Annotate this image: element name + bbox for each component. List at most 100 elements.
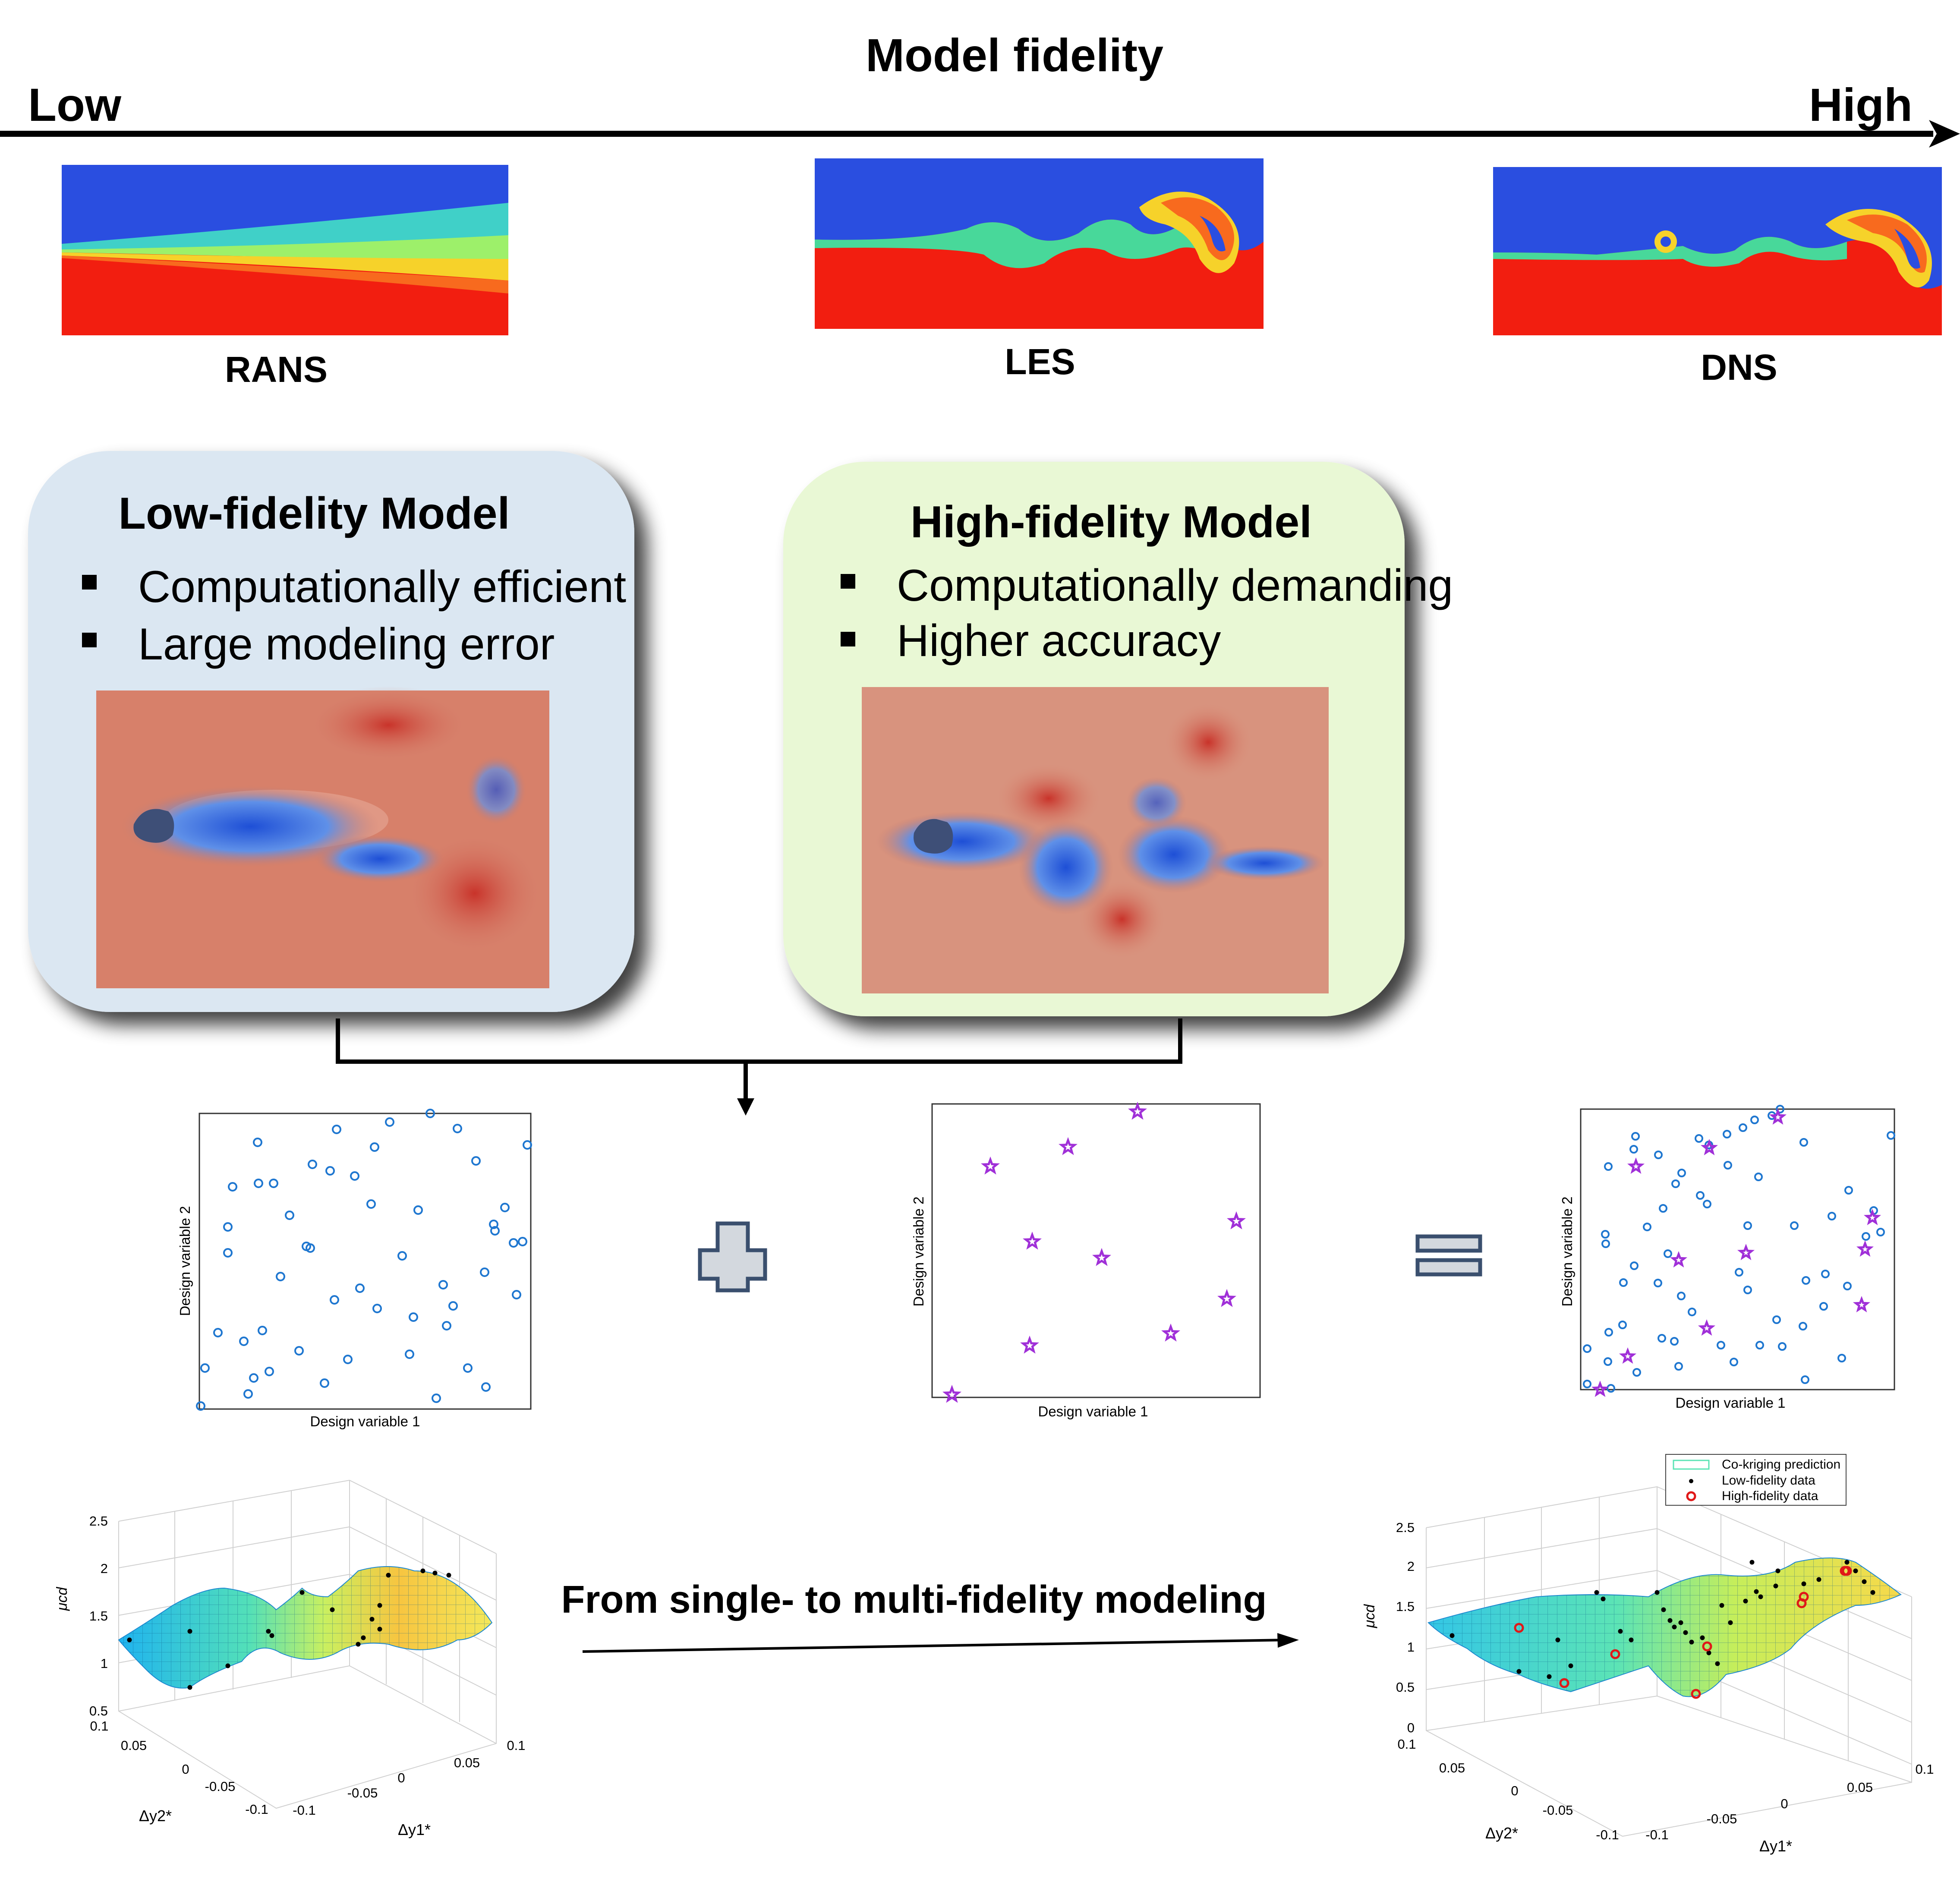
merge-connector [336,1018,1182,1116]
circle-marker [355,1283,365,1293]
circle-marker [1657,1334,1666,1343]
circle-marker [1743,1221,1752,1230]
circle-marker [1862,1232,1870,1241]
circle-marker [1778,1342,1787,1351]
data-point [225,1663,230,1668]
star-marker [1217,1289,1236,1307]
data-point [1862,1579,1867,1584]
circle-marker [425,1109,435,1118]
surface2-xlabel: Δy1* [1759,1837,1792,1855]
circle-marker [413,1205,423,1215]
circle-marker [1799,1138,1808,1147]
star-marker [1737,1243,1755,1261]
circle-marker [1677,1292,1686,1300]
circle-marker [1607,1384,1615,1393]
x-tick-label: 0.1 [507,1738,525,1753]
circle-marker [1724,1161,1732,1170]
data-point [1618,1629,1623,1634]
z-tick-label: 2 [101,1561,108,1576]
star-marker [1863,1208,1881,1226]
data-point [1678,1620,1683,1625]
data-point [356,1642,361,1647]
circle-marker [1754,1173,1763,1181]
dns-field-image [1493,167,1942,335]
x-tick-label: 0 [1780,1796,1788,1811]
data-point [1661,1607,1666,1612]
star-marker [1020,1335,1039,1354]
circle-marker [500,1203,510,1212]
circle-marker [1843,1282,1852,1290]
data-point [1700,1635,1705,1640]
data-point [1654,1590,1660,1595]
circle-marker [200,1363,210,1373]
circle-marker [1629,1145,1638,1154]
scatter2-ylabel: Design variable 2 [911,1197,926,1307]
circle-marker [1821,1270,1830,1278]
scatter-plot-high-fidelity: Design variable 1 Design variable 2 [911,1101,1261,1419]
circle-marker [438,1280,448,1290]
x-tick-label: 0.1 [1915,1762,1934,1777]
circle-marker [350,1171,359,1181]
circle-marker [325,1166,335,1176]
data-point [1450,1633,1455,1638]
star-marker [1619,1347,1637,1364]
data-point [187,1629,192,1634]
y-tick-label: 0 [182,1762,189,1777]
data-point [1773,1583,1778,1589]
data-point [127,1637,132,1643]
star-marker [981,1156,1000,1175]
x-tick-label: 0.05 [1847,1780,1873,1795]
scatter1-ylabel: Design variable 2 [177,1206,193,1316]
fidelity-axis-arrowhead [1929,120,1960,148]
data-point [386,1573,391,1578]
circle-marker [1887,1131,1895,1140]
high-fidelity-flow-image [862,687,1329,993]
circle-marker [523,1140,532,1150]
surface2-zlabel: μcd [1361,1604,1378,1629]
y-tick-label: -0.1 [1596,1827,1619,1842]
data-point [432,1570,438,1576]
circle-marker [239,1337,249,1346]
y-tick-label: 0 [1511,1783,1518,1798]
circle-marker [332,1125,341,1134]
circle-marker [1677,1169,1686,1177]
scatter3-xlabel: Design variable 1 [1676,1395,1786,1411]
high-fidelity-point [1796,1598,1807,1608]
star-marker [1670,1251,1688,1268]
surface-mesh-lines [119,1567,492,1688]
circle-marker [1755,1341,1764,1349]
data-point [1754,1589,1759,1594]
circle-marker [269,1179,278,1188]
circle-marker [265,1367,274,1376]
circle-marker [370,1142,379,1152]
circle-marker [512,1290,521,1299]
data-point [1758,1594,1763,1599]
z-tick-label: 0.5 [89,1703,108,1718]
plot-frame [931,1103,1261,1398]
x-tick-label: -0.1 [293,1803,315,1818]
circle-marker [1703,1200,1711,1208]
high-fidelity-point [1610,1649,1620,1659]
z-tick-label: 1 [101,1656,108,1671]
circle-marker [320,1378,329,1388]
surface2-ylabel: Δy2* [1485,1824,1518,1842]
circle-marker [1631,1132,1640,1141]
surface-mesh-lines [1428,1558,1901,1697]
star-marker [1227,1211,1246,1230]
axis-low-label: Low [28,79,122,131]
circle-marker [1583,1344,1591,1353]
data-point [1555,1637,1560,1643]
circle-marker [1717,1341,1725,1349]
circle-marker [1619,1278,1628,1287]
circle-marker [223,1248,233,1258]
circle-marker [481,1382,491,1392]
star-marker [1627,1157,1645,1174]
circle-marker [1819,1302,1828,1311]
x-tick-label: 0.05 [454,1755,480,1770]
data-point [1629,1637,1634,1643]
high-fidelity-bullet-1: Computationally demanding [897,561,1453,611]
data-point [266,1629,271,1634]
legend-label-low: Low-fidelity data [1722,1473,1815,1488]
legend-swatch-surface [1673,1460,1710,1470]
star-marker [1128,1101,1147,1120]
